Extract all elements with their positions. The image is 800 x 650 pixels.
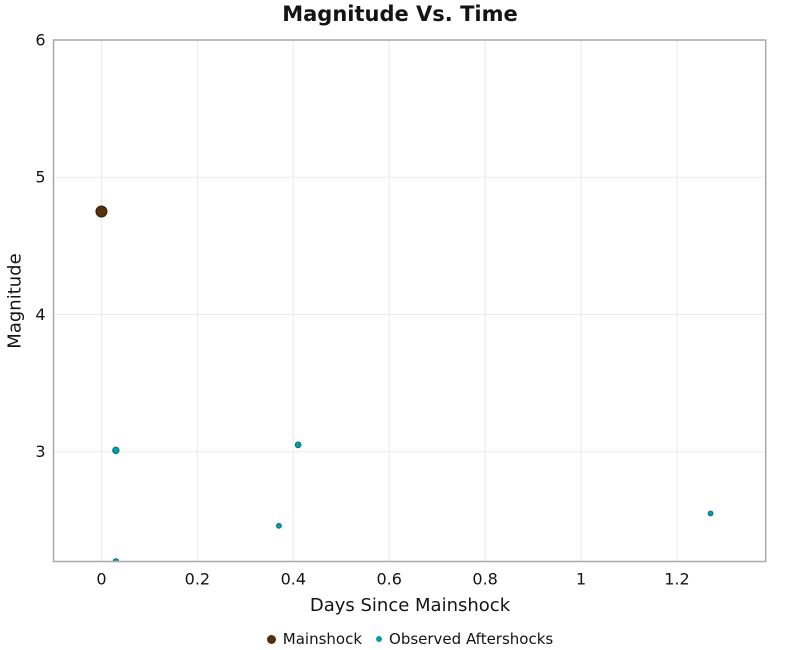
y-axis-label: Magnitude — [4, 253, 26, 349]
aftershock-point — [276, 522, 282, 529]
mainshock-point — [95, 205, 108, 218]
aftershocks-legend-marker-icon — [376, 636, 383, 642]
legend-label-aftershocks: Observed Aftershocks — [389, 630, 554, 648]
aftershock-point — [294, 441, 302, 449]
chart-title: Magnitude Vs. Time — [282, 2, 518, 26]
x-tick-label: 0.6 — [376, 570, 401, 589]
x-tick-label: 0.4 — [281, 570, 306, 589]
y-tick-label: 5 — [35, 168, 45, 187]
x-tick-label: 1.2 — [664, 570, 689, 589]
legend-label-mainshock: Mainshock — [282, 630, 363, 648]
legend-item-mainshock: Mainshock — [266, 630, 363, 648]
legend-item-aftershocks: Observed Aftershocks — [376, 630, 553, 648]
x-tick-label: 0.8 — [472, 570, 497, 589]
legend: Mainshock Observed Aftershocks — [54, 628, 766, 650]
x-tick-label: 0.2 — [185, 570, 210, 589]
data-points — [95, 205, 714, 562]
x-axis-label: Days Since Mainshock — [309, 595, 511, 616]
plot-border — [52, 39, 767, 563]
y-tick-label: 4 — [35, 305, 45, 324]
x-tick-label: 0 — [96, 570, 106, 589]
y-tick-label: 6 — [35, 31, 45, 50]
aftershock-point — [112, 446, 120, 455]
y-tick-label: 3 — [35, 442, 45, 461]
aftershock-point — [707, 510, 714, 517]
mainshock-legend-marker-icon — [266, 634, 276, 644]
x-tick-label: 1 — [576, 570, 586, 589]
